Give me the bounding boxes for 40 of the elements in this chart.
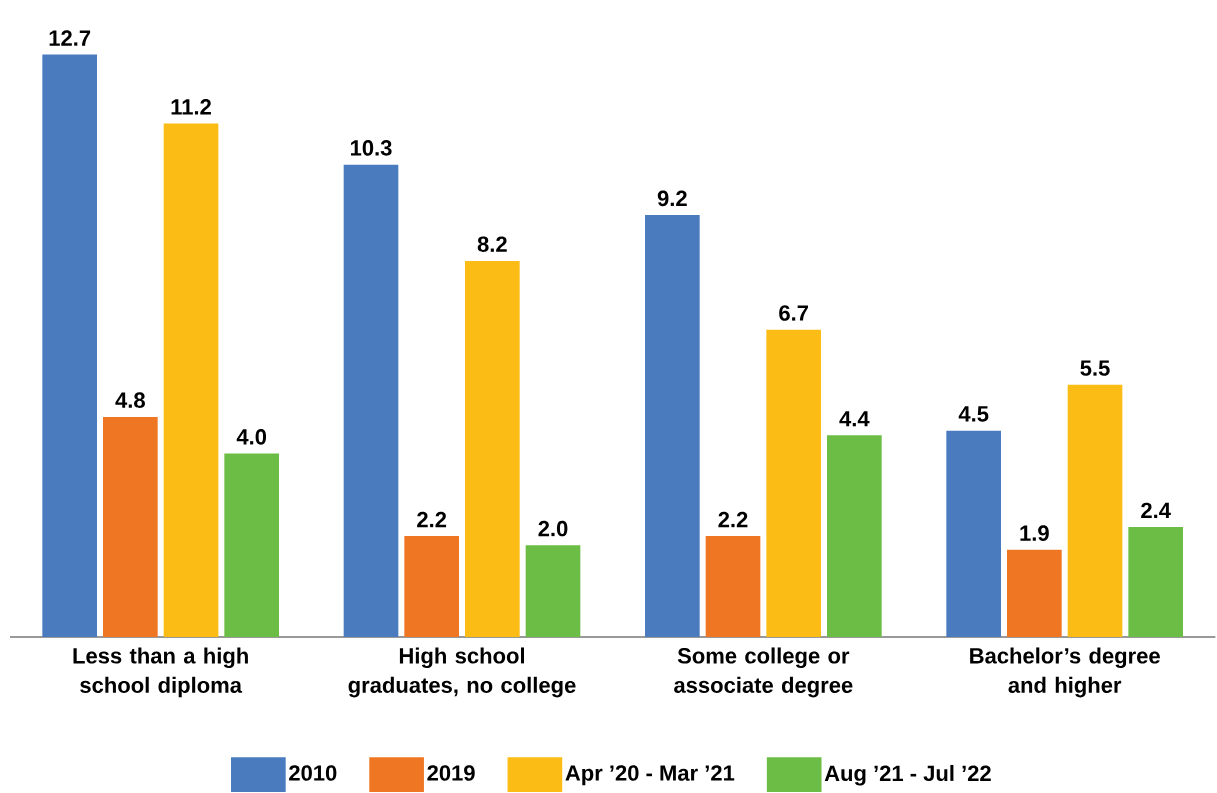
data-label: 4.5 <box>958 406 989 422</box>
data-label: 2.2 <box>417 511 447 528</box>
bar <box>404 536 460 637</box>
x-tick-label: Some college or associate degree <box>674 647 853 698</box>
legend-label: 2010 <box>289 765 337 781</box>
bar <box>1128 526 1184 637</box>
bar <box>465 260 520 637</box>
legend-label: Aug ’21 - Jul ’22 <box>824 764 991 786</box>
data-label: 8.2 <box>477 236 507 253</box>
data-label: 2.0 <box>538 520 568 537</box>
data-label: 4.0 <box>236 429 267 445</box>
x-tick-label: Bachelor’s degree and higher <box>970 647 1160 698</box>
bar <box>827 435 882 637</box>
bar <box>1067 384 1123 637</box>
bar <box>705 536 761 637</box>
data-label: 2.4 <box>1141 502 1171 519</box>
bar <box>645 215 700 637</box>
bar <box>343 164 399 637</box>
bar <box>163 123 219 637</box>
bar <box>766 329 822 637</box>
data-label: 4.4 <box>839 411 870 427</box>
data-label: 2.2 <box>718 511 748 528</box>
x-tick-label: High school graduates, no college <box>348 647 576 698</box>
bar <box>946 430 1002 637</box>
data-label: 9.2 <box>657 190 687 207</box>
x-tick-label: Less than a high school diploma <box>73 647 248 698</box>
data-label: 11.2 <box>171 99 211 115</box>
bar <box>525 545 581 637</box>
bar <box>42 54 97 637</box>
data-label: 6.7 <box>779 305 808 321</box>
legend-label: Apr ’20 - Mar ’21 <box>565 765 735 786</box>
bar <box>224 453 279 637</box>
data-label: 4.8 <box>115 392 145 408</box>
data-label: 10.3 <box>350 140 392 156</box>
data-label: 12.7 <box>49 30 91 46</box>
data-label: 5.5 <box>1080 360 1110 376</box>
bar <box>103 416 158 637</box>
data-label: 1.9 <box>1020 525 1049 541</box>
legend-label: 2019 <box>427 765 475 781</box>
bar <box>1007 549 1062 637</box>
